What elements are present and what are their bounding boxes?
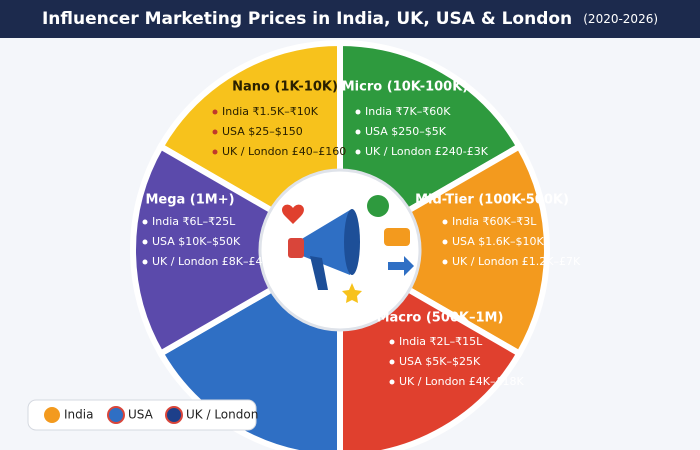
bullet bbox=[389, 359, 395, 365]
bullet bbox=[355, 149, 361, 155]
megaphone-mouth bbox=[344, 209, 360, 275]
price-line: India ₹7K–₹60K bbox=[365, 105, 451, 118]
price-line: USA $5K–$25K bbox=[399, 355, 481, 368]
wheel-segment bbox=[334, 142, 550, 358]
bullet bbox=[212, 109, 218, 115]
bullet bbox=[142, 239, 148, 245]
star-icon bbox=[342, 283, 362, 303]
bullet bbox=[142, 259, 148, 265]
title-years: (2020-2026) bbox=[583, 12, 658, 26]
legend-india-dot bbox=[44, 407, 60, 423]
price-line: USA $1.6K–$10K bbox=[452, 235, 544, 248]
wheel-segment bbox=[130, 142, 346, 358]
segment-title: Nano (1K-10K) bbox=[232, 80, 338, 95]
price-line: UK / London £1.2K–£7K bbox=[452, 255, 581, 268]
price-line: India ₹1.5K–₹10K bbox=[222, 105, 319, 118]
price-line: UK / London £40–£160 bbox=[222, 145, 346, 158]
bullet bbox=[389, 339, 395, 345]
segment-title: Micro (10K-100K) bbox=[342, 80, 469, 95]
price-line: UK / London £8K–£40K bbox=[152, 255, 277, 268]
bullet bbox=[212, 129, 218, 135]
bullet bbox=[442, 239, 448, 245]
price-line: India ₹2L–₹15L bbox=[399, 335, 483, 348]
price-line: India ₹6L–₹25L bbox=[152, 215, 236, 228]
bullet bbox=[442, 219, 448, 225]
bullet bbox=[355, 109, 361, 115]
price-line: UK / London £4K–£18K bbox=[399, 375, 524, 388]
title: Influencer Marketing Prices in India, UK… bbox=[42, 9, 658, 30]
arrow-icon bbox=[388, 256, 414, 276]
title-main: Influencer Marketing Prices in India, UK… bbox=[42, 9, 572, 29]
legend-label: India bbox=[64, 408, 93, 422]
segment-title: Macro (500K–1M) bbox=[377, 311, 504, 326]
segment-title: Mega (1M+) bbox=[145, 193, 234, 208]
bullet bbox=[355, 129, 361, 135]
legend-uk-flag bbox=[165, 406, 183, 424]
price-line: India ₹60K–₹3L bbox=[452, 215, 537, 228]
bullet bbox=[389, 379, 395, 385]
price-line: UK / London £240-£3K bbox=[365, 145, 489, 158]
labels: Nano (1K-10K) India ₹1.5K–₹10K USA $25–$15… bbox=[142, 80, 581, 388]
center-icon bbox=[258, 168, 422, 332]
bullet bbox=[142, 219, 148, 225]
heart-icon bbox=[282, 204, 304, 224]
chat-icon bbox=[384, 228, 410, 246]
price-line: USA $250–$5K bbox=[365, 125, 447, 138]
title-bar bbox=[0, 0, 700, 38]
price-line: USA $25–$150 bbox=[222, 125, 303, 138]
megaphone-handle bbox=[288, 238, 304, 258]
bullet bbox=[212, 149, 218, 155]
legend-usa-flag bbox=[107, 406, 125, 424]
legend-label: UK / London bbox=[186, 408, 258, 422]
price-line: USA $10K–$50K bbox=[152, 235, 241, 248]
legend-box bbox=[27, 399, 257, 431]
bullet bbox=[442, 259, 448, 265]
dollar-icon bbox=[367, 195, 389, 217]
segment-title: Mid-Tier (100K-500K) bbox=[415, 193, 569, 208]
legend-label: USA bbox=[128, 408, 154, 422]
megaphone-grip bbox=[310, 256, 328, 290]
